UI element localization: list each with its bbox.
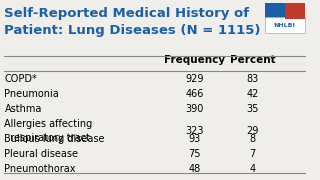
Text: 390: 390 (185, 104, 204, 114)
Text: 75: 75 (188, 149, 201, 159)
Text: Self-Reported Medical History of: Self-Reported Medical History of (4, 7, 250, 20)
Text: 7: 7 (249, 149, 256, 159)
Text: respiratory tract: respiratory tract (4, 132, 90, 143)
Text: Pneumothorax: Pneumothorax (4, 165, 76, 174)
Text: Pneumonia: Pneumonia (4, 89, 59, 99)
Text: COPD*: COPD* (4, 74, 37, 84)
Text: Frequency: Frequency (164, 55, 225, 65)
Text: 323: 323 (185, 126, 204, 136)
Text: Pleural disease: Pleural disease (4, 149, 78, 159)
Text: 42: 42 (246, 89, 259, 99)
Bar (265, 3, 285, 19)
Text: Bullous lung disease: Bullous lung disease (4, 134, 105, 144)
Text: 29: 29 (246, 126, 259, 136)
Bar (265, 17, 305, 33)
Text: Asthma: Asthma (4, 104, 42, 114)
Text: 929: 929 (185, 74, 204, 84)
Text: 48: 48 (188, 165, 200, 174)
Text: Percent: Percent (230, 55, 275, 65)
Text: Patient: Lung Diseases (N = 1115): Patient: Lung Diseases (N = 1115) (4, 24, 261, 37)
Text: 8: 8 (250, 134, 256, 144)
Text: 83: 83 (246, 74, 259, 84)
Text: Allergies affecting: Allergies affecting (4, 119, 93, 129)
Text: 466: 466 (185, 89, 204, 99)
Text: 35: 35 (246, 104, 259, 114)
Text: NHLBI: NHLBI (274, 23, 296, 28)
Text: 4: 4 (250, 165, 256, 174)
Text: 93: 93 (188, 134, 200, 144)
Bar (285, 3, 305, 19)
